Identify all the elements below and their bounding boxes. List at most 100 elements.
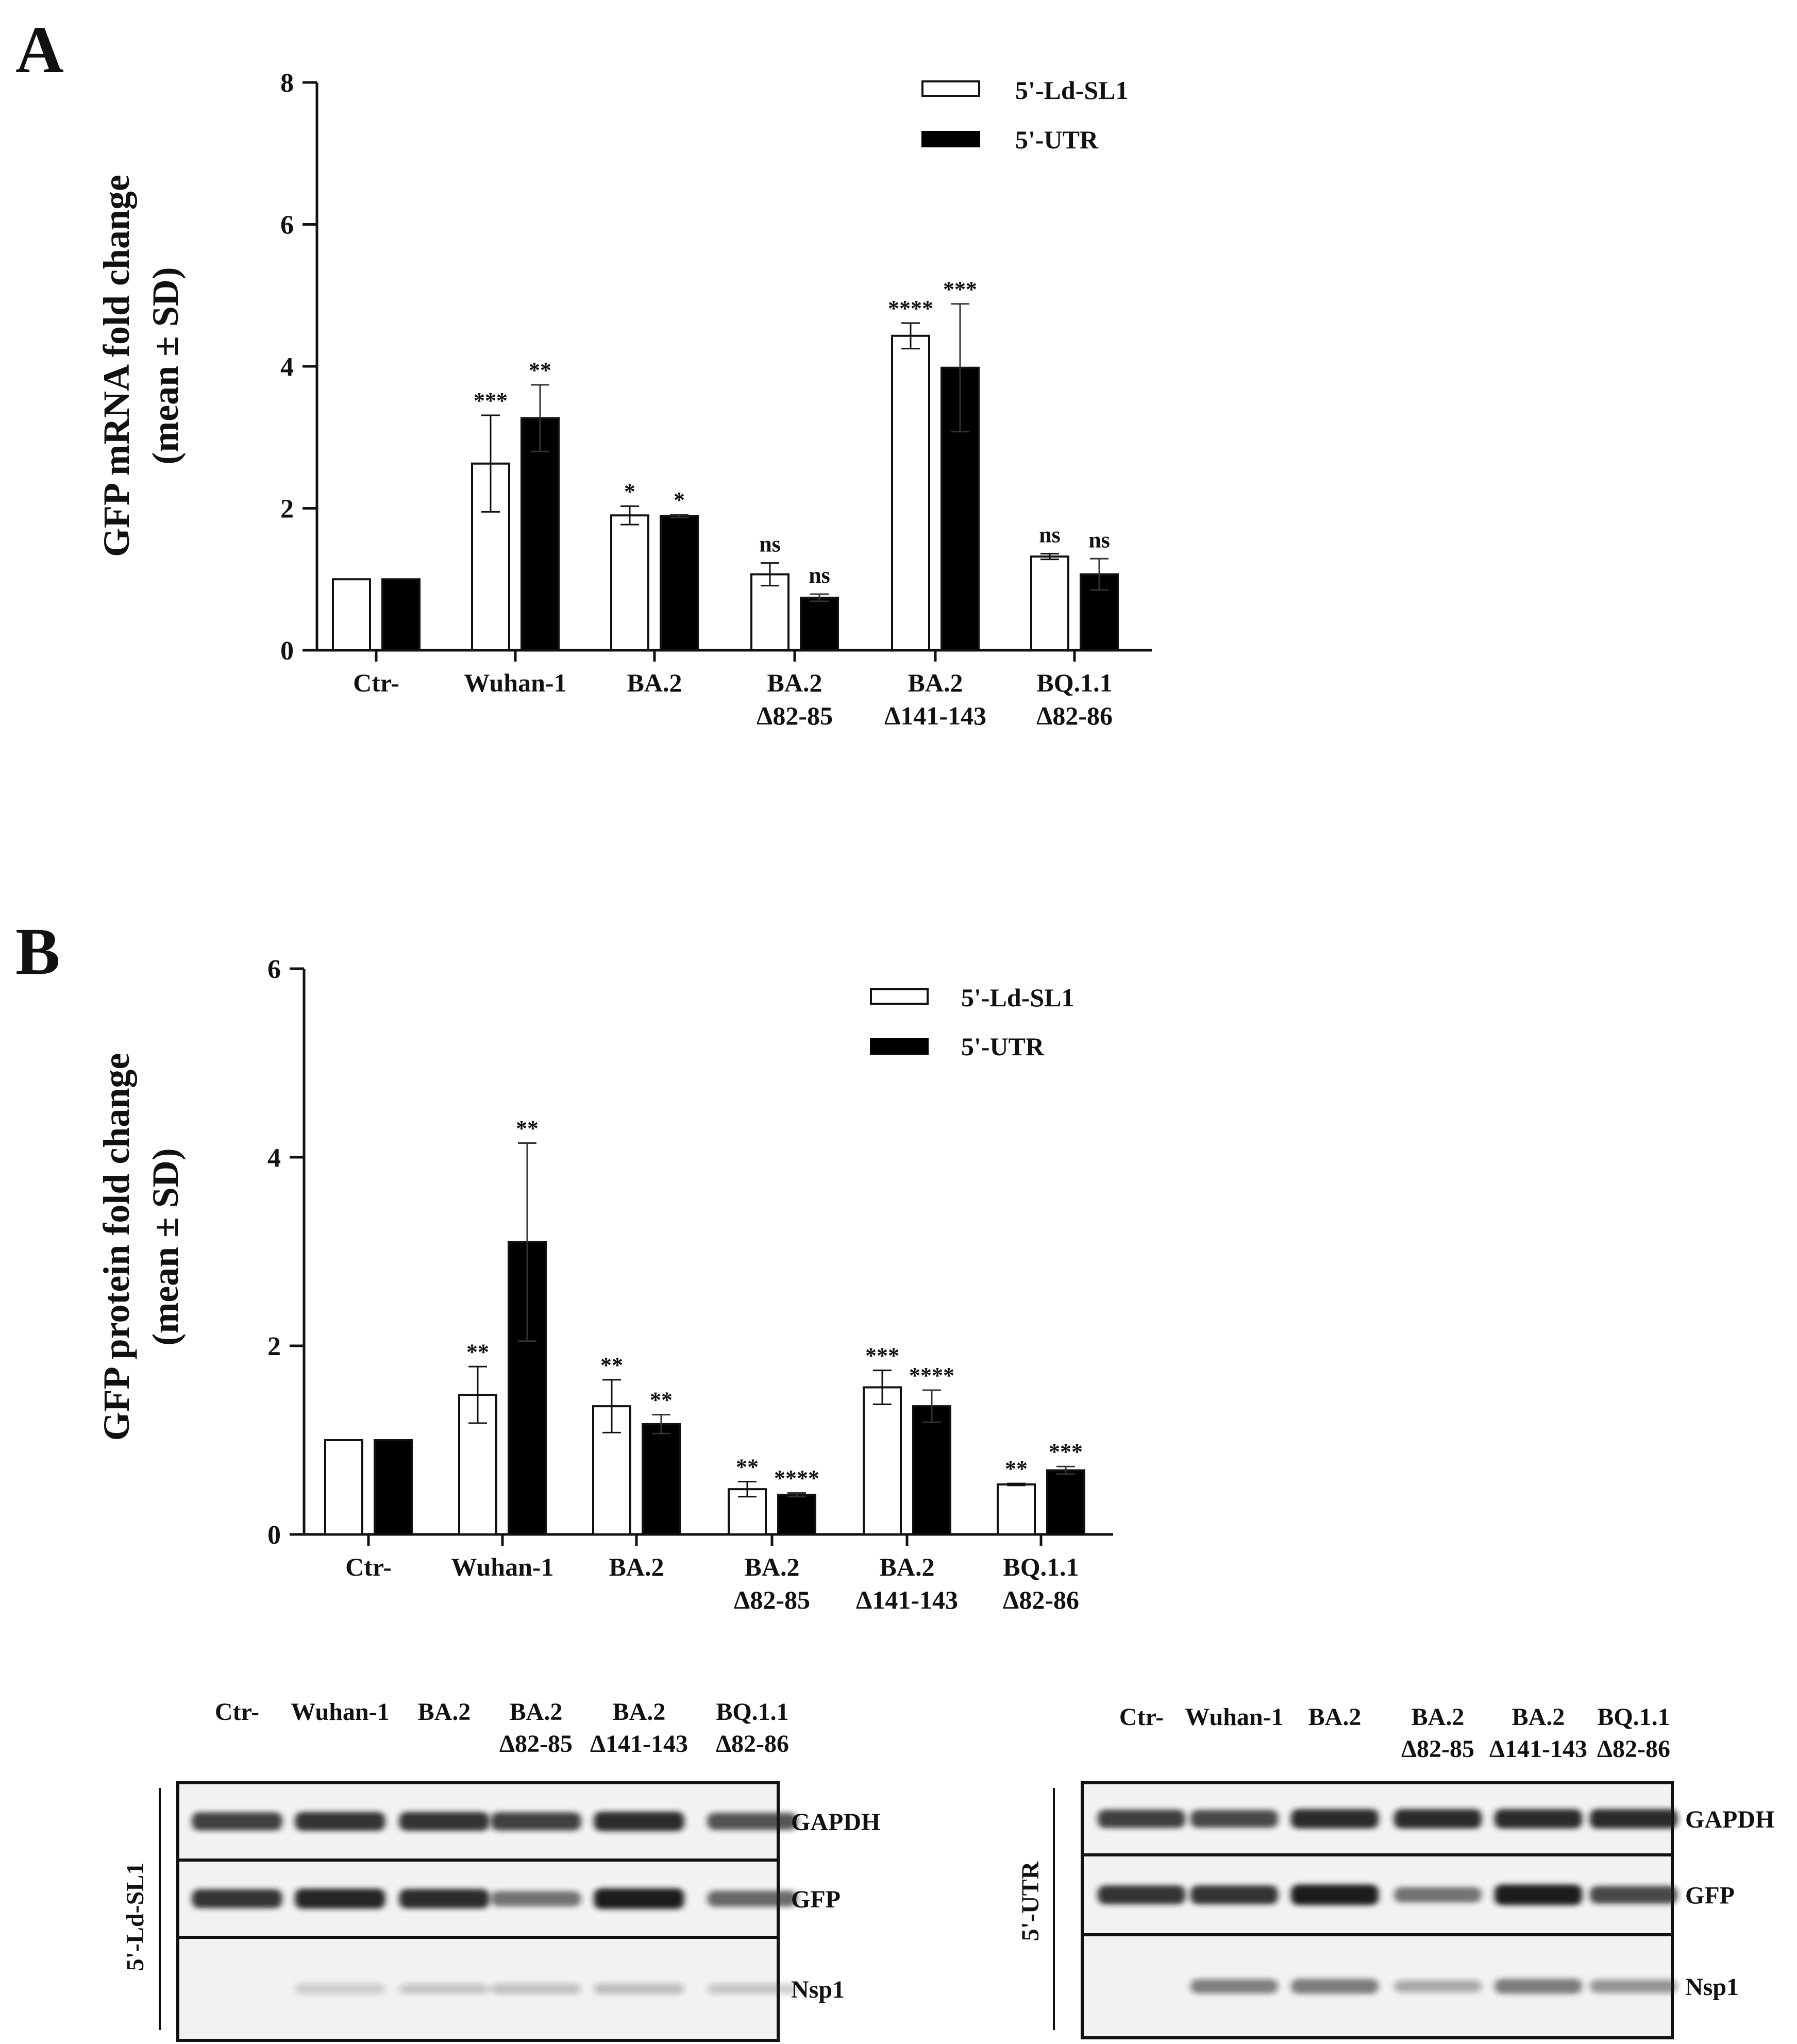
- significance-label: ns: [1088, 527, 1110, 552]
- legend-b: 5'-Ld-SL1 5'-UTR: [870, 983, 1074, 1061]
- y-tick-label: 8: [280, 69, 294, 98]
- x-tick-label: BA.2: [745, 1552, 800, 1581]
- significance-label: ****: [909, 1363, 954, 1388]
- blot-lane-label: Δ82-86: [716, 1730, 789, 1758]
- blot-band: [1190, 1810, 1278, 1828]
- bar-utr: [800, 597, 839, 651]
- y-tick-label: 4: [280, 352, 294, 382]
- blot-band: [1098, 1885, 1185, 1904]
- blot-band: [1098, 1810, 1185, 1828]
- blot-lane-label: BA.2: [1412, 1703, 1465, 1731]
- significance-label: ns: [809, 563, 830, 588]
- blot-band: [491, 1812, 581, 1831]
- x-tick-label: Δ82-85: [734, 1585, 810, 1614]
- blot-lane-label: BA.2: [613, 1698, 666, 1726]
- significance-label: **: [529, 358, 551, 383]
- significance-label: *: [674, 487, 685, 513]
- blot-row-label: GAPDH: [1685, 1806, 1774, 1833]
- x-tick-label: Δ82-86: [1003, 1585, 1079, 1614]
- blot-lane-label: Ctr-: [215, 1698, 259, 1726]
- blot-band: [399, 1983, 490, 1995]
- significance-label: **: [650, 1388, 673, 1413]
- legend-b-white-label: 5'-Ld-SL1: [961, 983, 1074, 1012]
- panel-a-y-label-line2: (mean ± SD): [145, 267, 186, 464]
- blot-left-side-label: 5'-Ld-SL1: [122, 1863, 149, 1971]
- blot-lane-label: BQ.1.1: [1597, 1703, 1670, 1731]
- blot-lane-label: Wuhan-1: [1185, 1703, 1283, 1731]
- bar-utr: [642, 1423, 681, 1535]
- legend-a-white-swatch: [921, 80, 980, 97]
- blot-band: [1494, 1884, 1582, 1905]
- bar-utr: [520, 417, 560, 651]
- blot-band: [491, 1983, 581, 1995]
- blot-band: [1291, 1809, 1379, 1829]
- blot-lane-label: Δ141-143: [590, 1730, 688, 1758]
- bar-utr: [660, 515, 699, 652]
- blot-lane-label: BA.2: [1308, 1703, 1362, 1731]
- blot-lane-label: Δ82-86: [1597, 1735, 1670, 1763]
- bar-utr: [374, 1439, 413, 1535]
- y-tick-label: 0: [280, 636, 294, 666]
- significance-label: *: [624, 479, 635, 504]
- x-tick-label: BA.2: [908, 668, 963, 697]
- chart-b: 0 2 4 6 Ctr- Wuhan-1 BA.2 BA.2 Δ82-85 BA.2 Δ141-14…: [267, 955, 1113, 1614]
- bar-ld-sl1: [324, 1439, 363, 1535]
- significance-label: **: [466, 1339, 489, 1364]
- western-blot-utr: Ctr- Wuhan-1 BA.2 BA.2 Δ82-85 BA.2 Δ141-143 BQ.…: [1053, 1703, 1774, 2039]
- x-tick-label: Wuhan-1: [451, 1552, 553, 1581]
- blot-band: [491, 1890, 581, 1907]
- x-tick-label: Wuhan-1: [464, 668, 566, 697]
- y-tick-label: 0: [267, 1521, 281, 1550]
- significance-label: ***: [865, 1343, 899, 1369]
- x-tick-label: Δ141-143: [884, 701, 986, 730]
- blot-band: [295, 1888, 385, 1909]
- bar-utr: [1046, 1469, 1085, 1536]
- significance-label: ns: [759, 532, 781, 557]
- significance-label: **: [600, 1353, 623, 1378]
- blot-band: [1494, 1979, 1582, 1994]
- blot-band: [1190, 1979, 1278, 1994]
- bar-utr: [912, 1405, 951, 1536]
- blot-band: [399, 1812, 490, 1831]
- significance-label: ****: [774, 1465, 819, 1491]
- blot-band: [1394, 1887, 1482, 1903]
- bar-ld-sl1: [997, 1483, 1036, 1536]
- panel-a-letter: A: [15, 13, 64, 87]
- blot-right-side-label: 5'-UTR: [1017, 1861, 1044, 1941]
- bar-ld-sl1: [610, 514, 649, 652]
- x-tick-label: BA.2: [767, 668, 822, 697]
- x-tick-label: Δ141-143: [856, 1585, 958, 1614]
- blot-lane-label: BA.2: [1512, 1703, 1565, 1731]
- y-tick-label: 4: [267, 1143, 281, 1173]
- legend-a-black-label: 5'-UTR: [1015, 125, 1099, 154]
- blot-band: [295, 1984, 385, 1994]
- bar-ld-sl1: [863, 1386, 902, 1536]
- legend-b-black-label: 5'-UTR: [961, 1032, 1045, 1061]
- bar-ld-sl1: [1030, 555, 1069, 652]
- blot-band: [707, 1890, 798, 1907]
- bar-utr: [777, 1494, 816, 1535]
- blot-band: [594, 1812, 684, 1831]
- blot-row-label: GFP: [1685, 1882, 1735, 1910]
- blot-band: [1590, 1980, 1677, 1993]
- legend-a-black-swatch: [921, 131, 980, 147]
- x-tick-label: Ctr-: [345, 1552, 392, 1581]
- blot-lane-label: Wuhan-1: [291, 1698, 389, 1726]
- blot-row-label: Nsp1: [1685, 1973, 1739, 2001]
- blot-band: [399, 1889, 490, 1908]
- blot-band: [1590, 1809, 1677, 1829]
- blot-row-label: Nsp1: [791, 1976, 845, 2003]
- legend-a: 5'-Ld-SL1 5'-UTR: [921, 76, 1129, 154]
- blot-band: [1394, 1980, 1482, 1992]
- panel-a-y-label-line1: GFP mRNA fold change: [96, 175, 137, 557]
- blot-row-label: GAPDH: [791, 1809, 880, 1836]
- chart-a: 0 2 4 6 8 Ctr- Wuhan-1 BA.2 BA.2 Δ82-85 BA.2 Δ141-1…: [280, 69, 1152, 730]
- panel-b-y-label-line1: GFP protein fold change: [96, 1053, 137, 1441]
- significance-label: ****: [888, 296, 933, 321]
- bar-ld-sl1: [592, 1405, 631, 1536]
- x-tick-label: Δ82-86: [1036, 701, 1113, 730]
- blot-band: [594, 1983, 684, 1995]
- blot-lane-label: Ctr-: [1119, 1703, 1164, 1731]
- blot-lane-label: BA.2: [418, 1698, 471, 1726]
- bar-ld-sl1: [891, 334, 930, 651]
